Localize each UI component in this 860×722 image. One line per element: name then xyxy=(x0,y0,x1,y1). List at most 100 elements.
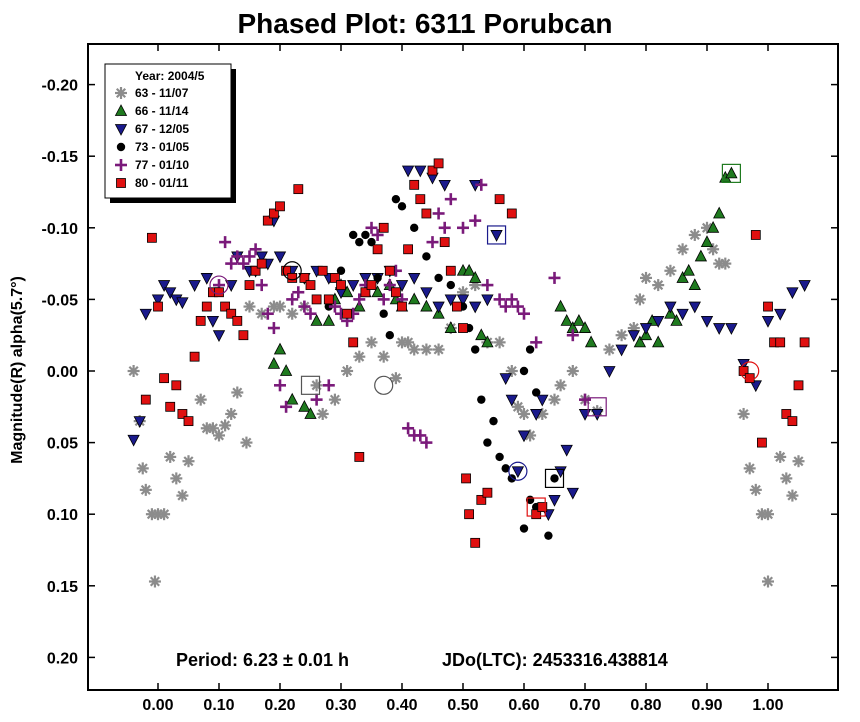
data-point xyxy=(719,257,732,270)
data-point xyxy=(139,308,152,321)
data-point xyxy=(402,422,415,435)
data-point xyxy=(744,373,755,384)
data-point xyxy=(544,531,553,540)
data-point xyxy=(471,345,480,354)
data-point xyxy=(401,165,415,178)
data-point xyxy=(763,301,773,312)
data-point xyxy=(261,307,274,320)
highlight-ring xyxy=(508,461,528,481)
data-point xyxy=(183,416,194,427)
data-point xyxy=(476,494,487,505)
highlight-box xyxy=(300,375,321,395)
data-point xyxy=(572,314,586,326)
data-point xyxy=(250,265,261,276)
data-point xyxy=(361,230,370,240)
data-point xyxy=(237,257,250,270)
jdo-annotation: JDo(LTC): 2453316.438814 xyxy=(442,650,668,670)
y-tick-label: -0.05 xyxy=(42,292,79,309)
data-point xyxy=(274,379,286,392)
data-point xyxy=(347,280,360,292)
data-point xyxy=(639,323,653,335)
legend-label: 63 - 11/07 xyxy=(135,86,189,100)
data-point xyxy=(694,249,708,262)
data-point xyxy=(584,335,598,348)
data-point xyxy=(139,483,152,496)
data-point xyxy=(231,386,244,399)
highlight-box xyxy=(544,468,565,488)
x-tick-label: 0.90 xyxy=(691,697,722,714)
data-point xyxy=(127,365,140,377)
data-point xyxy=(226,308,237,319)
data-point xyxy=(433,158,444,169)
data-point xyxy=(615,329,628,342)
data-point xyxy=(532,388,541,397)
highlight-ring xyxy=(282,261,302,281)
data-point xyxy=(275,201,285,212)
data-point xyxy=(365,221,378,234)
data-point xyxy=(206,422,219,435)
data-point xyxy=(243,300,256,313)
data-point xyxy=(499,300,512,313)
legend-marker xyxy=(116,142,126,152)
data-point xyxy=(225,257,238,270)
data-point xyxy=(133,416,146,428)
y-tick-label: 0.10 xyxy=(47,507,78,524)
data-point xyxy=(165,401,176,412)
data-point xyxy=(438,221,451,234)
data-point xyxy=(420,287,433,300)
y-tick-label: -0.10 xyxy=(42,221,79,238)
data-point xyxy=(713,206,726,219)
x-tick-label: 0.70 xyxy=(569,697,600,714)
data-point xyxy=(501,464,510,473)
data-point xyxy=(548,494,561,507)
data-point xyxy=(148,575,161,588)
data-point xyxy=(713,323,726,335)
data-point xyxy=(432,343,445,356)
data-point xyxy=(483,438,492,447)
data-point xyxy=(578,409,592,421)
data-point xyxy=(177,409,188,419)
highlight-ring xyxy=(740,361,760,381)
data-point xyxy=(434,273,443,283)
data-point xyxy=(238,330,249,341)
data-point xyxy=(420,343,433,356)
data-point xyxy=(603,343,616,356)
data-point xyxy=(201,301,212,312)
data-point xyxy=(324,302,333,311)
data-point xyxy=(366,280,377,290)
data-point xyxy=(310,314,323,326)
data-point xyxy=(688,301,701,314)
data-point xyxy=(475,178,488,191)
data-point xyxy=(243,250,256,263)
data-point xyxy=(494,194,505,205)
data-point xyxy=(664,301,677,314)
data-point xyxy=(231,250,244,263)
data-point xyxy=(310,393,323,406)
data-point xyxy=(518,407,530,420)
data-point xyxy=(414,165,427,178)
data-point xyxy=(170,472,183,485)
data-point xyxy=(286,293,299,306)
data-point xyxy=(432,207,445,220)
data-point xyxy=(536,394,549,407)
data-point xyxy=(700,235,714,248)
data-point xyxy=(336,266,346,275)
data-point xyxy=(206,315,220,328)
data-point xyxy=(495,452,504,462)
data-point xyxy=(286,392,299,405)
data-point xyxy=(457,221,469,234)
data-point xyxy=(390,287,401,298)
data-point xyxy=(322,379,335,392)
period-annotation: Period: 6.23 ± 0.01 h xyxy=(176,650,349,670)
data-point xyxy=(355,237,364,247)
x-tick-label: 0.20 xyxy=(264,697,295,714)
data-point xyxy=(377,293,390,306)
data-point xyxy=(328,393,341,406)
data-point xyxy=(140,394,151,405)
data-point xyxy=(793,380,804,391)
data-point xyxy=(213,429,225,442)
axis-ticks: 0.00 0.10 0.20 0.30 0.40 0.50 0.60 0.70 0.80 0.90… xyxy=(42,44,838,714)
legend-label: 67 - 12/05 xyxy=(135,122,189,136)
data-point xyxy=(633,335,647,348)
